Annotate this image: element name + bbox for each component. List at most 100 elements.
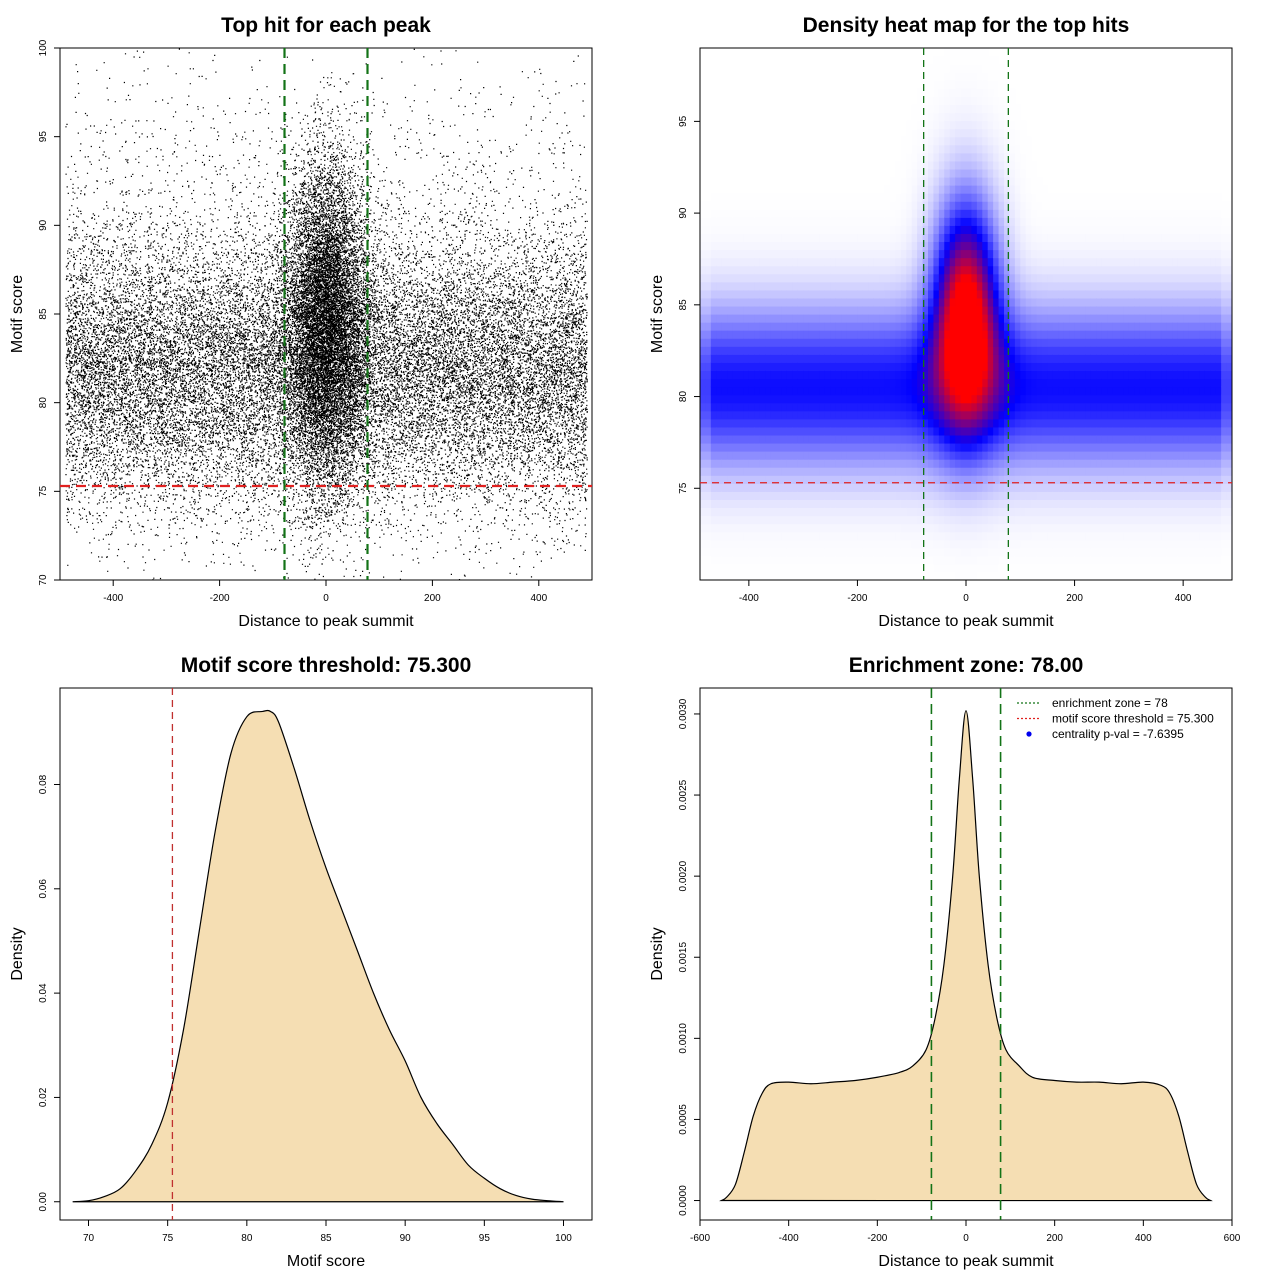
heatmap-cell [852,290,858,299]
heatmap-cell [743,532,749,541]
heatmap-cell [933,314,939,323]
heatmap-cell [1064,362,1070,371]
heatmap-cell [928,427,934,436]
heatmap-cell [727,556,733,565]
heatmap-cell [1210,548,1216,557]
heatmap-cell [1042,427,1048,436]
heatmap-cell [771,451,777,460]
heatmap-cell [961,370,967,379]
heatmap-cell [906,185,912,194]
heatmap-cell [711,250,717,259]
heatmap-cell [912,370,918,379]
heatmap-cell [982,153,988,162]
heatmap-cell [1020,451,1026,460]
heatmap-cell [961,451,967,460]
heatmap-cell [1009,104,1015,113]
heatmap-cell [895,387,901,396]
heatmap-cell [912,387,918,396]
heatmap-cell [733,564,739,573]
heatmap-cell [1123,362,1129,371]
heatmap-cell [1042,274,1048,283]
heatmap-cell [879,225,885,234]
heatmap-cell [825,306,831,315]
heatmap-cell [1210,378,1216,387]
heatmap-cell [700,419,706,428]
heatmap-cell [700,209,706,218]
heatmap-cell [868,524,874,533]
heatmap-cell [1134,193,1140,202]
heatmap-cell [716,330,722,339]
heatmap-cell [743,427,749,436]
heatmap-cell [1015,459,1021,468]
heatmap-cell [1145,499,1151,508]
heatmap-cell [961,322,967,331]
heatmap-cell [760,346,766,355]
heatmap-cell [1199,427,1205,436]
heatmap-cell [977,96,983,105]
heatmap-cell [1091,298,1097,307]
heatmap-cell [895,354,901,363]
heatmap-cell [1129,322,1135,331]
heatmap-cell [1107,540,1113,549]
heatmap-cell [912,564,918,573]
heatmap-cell [733,443,739,452]
heatmap-cell [1167,491,1173,500]
heatmap-cell [1189,411,1195,420]
heatmap-cell [1069,362,1075,371]
heatmap-cell [1053,193,1059,202]
heatmap-cell [868,443,874,452]
heatmap-cell [841,378,847,387]
heatmap-cell [776,556,782,565]
heatmap-cell [1113,451,1119,460]
heatmap-grid [700,48,1233,581]
heatmap-cell [1091,306,1097,315]
heatmap-cell [716,524,722,533]
heatmap-cell [988,169,994,178]
heatmap-cell [906,507,912,516]
heatmap-cell [955,378,961,387]
heatmap-cell [1134,330,1140,339]
heatmap-cell [999,282,1005,291]
heatmap-cell [874,217,880,226]
heatmap-cell [1167,338,1173,347]
heatmap-cell [814,395,820,404]
heatmap-cell [1113,572,1119,581]
heatmap-cell [1167,298,1173,307]
heatmap-cell [814,225,820,234]
heatmap-cell [1026,378,1032,387]
heatmap-cell [1189,193,1195,202]
heatmap-cell [1178,314,1184,323]
heatmap-cell [1210,241,1216,250]
heatmap-cell [830,362,836,371]
heatmap-cell [852,572,858,581]
heatmap-cell [852,548,858,557]
heatmap-cell [1085,459,1091,468]
heatmap-cell [890,233,896,242]
heatmap-cell [1091,250,1097,259]
heatmap-cell [961,411,967,420]
heatmap-cell [771,225,777,234]
heatmap-cell [841,524,847,533]
heatmap-cell [901,209,907,218]
heatmap-cell [1123,435,1129,444]
heatmap-cell [1080,395,1086,404]
heatmap-cell [982,346,988,355]
heatmap-cell [939,354,945,363]
heatmap-cell [906,572,912,581]
heatmap-cell [1015,354,1021,363]
heatmap-cell [1161,491,1167,500]
heatmap-cell [787,225,793,234]
heatmap-cell [1053,354,1059,363]
heatmap-cell [1096,451,1102,460]
heatmap-cell [933,217,939,226]
heatmap-cell [803,241,809,250]
heatmap-cell [830,346,836,355]
heatmap-cell [950,72,956,81]
heatmap-cell [1091,387,1097,396]
heatmap-cell [1172,298,1178,307]
heatmap-cell [901,459,907,468]
heatmap-cell [863,362,869,371]
heatmap-cell [809,467,815,476]
heatmap-cell [781,258,787,267]
heatmap-cell [716,499,722,508]
